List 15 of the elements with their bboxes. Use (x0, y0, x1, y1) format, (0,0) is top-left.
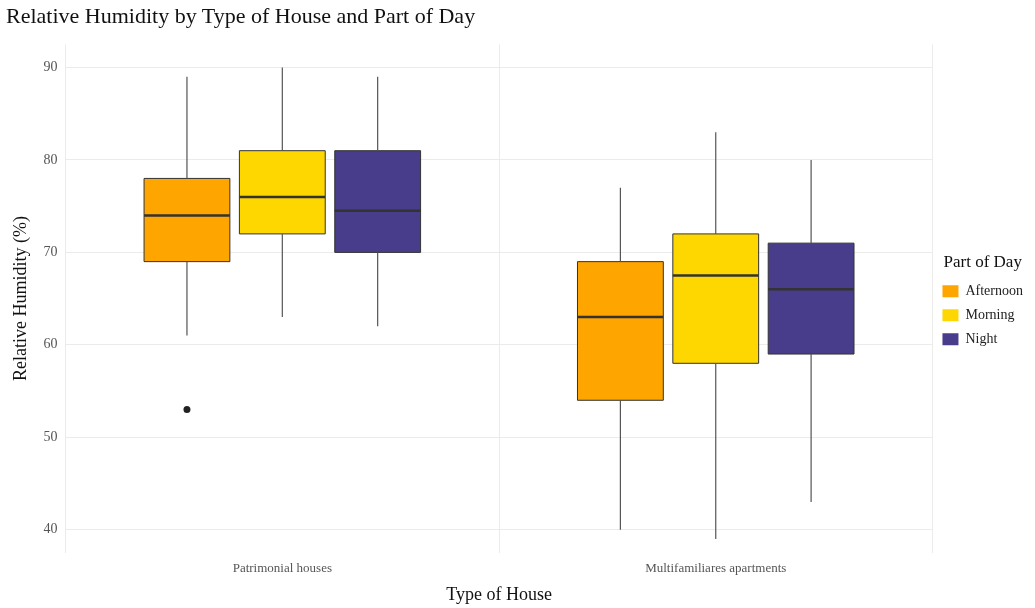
x-tick-label: Multifamiliares apartments (645, 560, 787, 576)
legend-title: Part of Day (943, 251, 1023, 271)
y-tick-label: 50 (43, 428, 58, 444)
y-axis-title: Relative Humidity (%) (9, 216, 31, 382)
y-tick-label: 40 (43, 521, 58, 537)
legend-label: Night (965, 330, 998, 346)
y-tick-label: 60 (43, 336, 58, 352)
y-tick-label: 70 (43, 244, 58, 260)
y-tick-label: 80 (43, 151, 58, 167)
x-tick-label: Patrimonial houses (232, 560, 332, 576)
x-axis-title: Type of House (446, 583, 552, 604)
legend-label: Afternoon (965, 282, 1024, 298)
legend-label: Morning (965, 306, 1015, 322)
y-tick-label: 90 (43, 59, 58, 75)
chart-title: Relative Humidity by Type of House and Part of Day (6, 2, 476, 28)
